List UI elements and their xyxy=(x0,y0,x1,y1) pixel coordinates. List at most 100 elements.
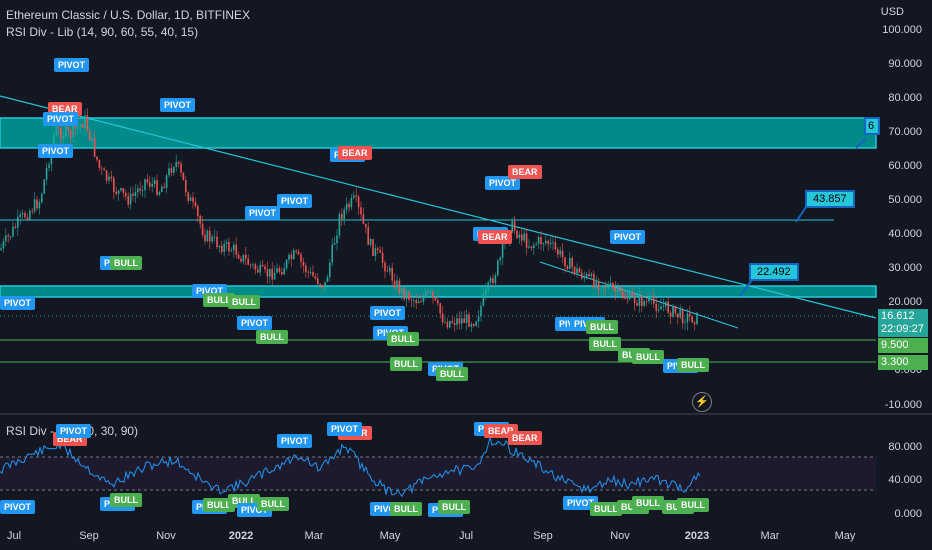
candle-body xyxy=(108,176,110,181)
candle-body xyxy=(684,322,686,324)
bull-marker[interactable]: BULL xyxy=(390,357,422,371)
candle-body xyxy=(132,193,134,196)
candle-body xyxy=(41,193,43,203)
candle-body xyxy=(165,175,168,189)
bull-marker[interactable]: BULL xyxy=(110,493,142,507)
bull-marker[interactable]: BULL xyxy=(256,330,288,344)
bear-marker[interactable]: BEAR xyxy=(478,230,512,244)
candle-body xyxy=(374,248,377,256)
candle-body xyxy=(429,291,432,293)
candle-body xyxy=(341,214,343,219)
bull-marker[interactable]: BULL xyxy=(589,337,621,351)
bear-marker[interactable]: BEAR xyxy=(508,431,542,445)
candle-body xyxy=(31,210,33,212)
candle-body xyxy=(156,180,158,195)
candle-body xyxy=(645,301,648,303)
bull-marker[interactable]: BULL xyxy=(257,497,289,511)
candle-body xyxy=(331,244,333,263)
pivot-marker[interactable]: PIVOT xyxy=(327,422,363,436)
candle-body xyxy=(302,261,305,266)
candle-body xyxy=(439,303,441,314)
bear-marker[interactable]: BEAR xyxy=(338,146,372,160)
callout-22492[interactable]: 22.492 xyxy=(749,263,799,281)
candle-body xyxy=(679,309,681,318)
candle-body xyxy=(441,313,444,323)
candle-body xyxy=(177,162,180,164)
candle-body xyxy=(377,248,379,251)
pivot-marker[interactable]: PIVOT xyxy=(370,306,406,320)
candle-body xyxy=(137,188,139,193)
candle-body xyxy=(557,249,559,255)
candle-body xyxy=(300,254,302,262)
pivot-marker[interactable]: PIVOT xyxy=(56,424,92,438)
bull-marker[interactable]: BULL xyxy=(586,320,618,334)
time-axis-label: May xyxy=(834,530,856,542)
candle-body xyxy=(86,115,89,131)
currency-label: USD xyxy=(880,6,904,18)
candle-body xyxy=(516,230,518,238)
candle-body xyxy=(257,269,259,273)
lightning-icon[interactable]: ⚡ xyxy=(692,392,712,412)
candle-body xyxy=(213,236,216,238)
candle-body xyxy=(60,127,62,139)
pivot-marker[interactable]: PIVOT xyxy=(485,176,521,190)
time-axis-label: Nov xyxy=(610,530,630,542)
candle-body xyxy=(158,192,161,195)
bull-marker[interactable]: BULL xyxy=(677,498,709,512)
bear-marker[interactable]: BEAR xyxy=(508,165,542,179)
candle-body xyxy=(319,284,321,285)
pivot-marker[interactable]: PIVOT xyxy=(0,500,36,514)
bull-marker[interactable]: BULL xyxy=(436,367,468,381)
candle-body xyxy=(153,180,156,185)
bull-marker[interactable]: BULL xyxy=(632,496,664,510)
candle-body xyxy=(2,241,5,249)
pivot-marker[interactable]: PIVOT xyxy=(38,144,74,158)
pivot-marker[interactable]: PIVOT xyxy=(277,434,313,448)
bull-marker[interactable]: BULL xyxy=(228,295,260,309)
candle-body xyxy=(38,202,41,209)
pivot-marker[interactable]: PIVOT xyxy=(237,316,273,330)
candle-body xyxy=(636,303,638,306)
pivot-marker[interactable]: PIVOT xyxy=(563,496,599,510)
bull-marker[interactable]: BULL xyxy=(390,502,422,516)
candle-body xyxy=(355,195,357,197)
candle-body xyxy=(348,203,350,208)
candle-body xyxy=(624,298,626,299)
candle-body xyxy=(689,313,691,317)
bull-marker[interactable]: BULL xyxy=(677,358,709,372)
bull-marker[interactable]: BULL xyxy=(110,256,142,270)
indicator-label[interactable]: RSI Div - Lib (14, 90, 60, 55, 40, 15) xyxy=(6,25,199,39)
callout-43857[interactable]: 43.857 xyxy=(805,190,855,208)
pivot-marker[interactable]: PIVOT xyxy=(43,112,79,126)
bull-marker[interactable]: BULL xyxy=(203,293,235,307)
pivot-marker[interactable]: PIVOT xyxy=(277,194,313,208)
candle-body xyxy=(537,237,540,244)
rsi-axis-label: 40.000 xyxy=(888,474,922,486)
pivot-marker[interactable]: PIVOT xyxy=(160,98,196,112)
pivot-marker[interactable]: PIVOT xyxy=(0,296,36,310)
candle-body xyxy=(427,291,429,293)
bull-marker[interactable]: BULL xyxy=(632,350,664,364)
candle-body xyxy=(597,281,600,290)
bull-marker[interactable]: BULL xyxy=(387,332,419,346)
candle-body xyxy=(547,240,549,245)
price-axis-label: 70.000 xyxy=(888,126,922,138)
candle-body xyxy=(389,267,391,272)
candle-body xyxy=(569,258,571,270)
candle-body xyxy=(566,266,569,270)
candle-body xyxy=(617,286,619,293)
callout-edge[interactable]: 6 xyxy=(864,117,880,135)
bull-marker[interactable]: BULL xyxy=(590,502,622,516)
candle-body xyxy=(189,197,192,201)
candle-body xyxy=(501,243,504,258)
candle-body xyxy=(499,257,501,261)
candle-body xyxy=(197,206,199,217)
candle-body xyxy=(593,273,595,288)
bull-marker[interactable]: BULL xyxy=(203,498,235,512)
countdown-timer: 22:09:27 xyxy=(881,323,924,335)
pivot-marker[interactable]: PIVOT xyxy=(245,206,281,220)
pivot-marker[interactable]: PIVOT xyxy=(610,230,646,244)
bull-marker[interactable]: BULL xyxy=(438,500,470,514)
pivot-marker[interactable]: PIVOT xyxy=(54,58,90,72)
